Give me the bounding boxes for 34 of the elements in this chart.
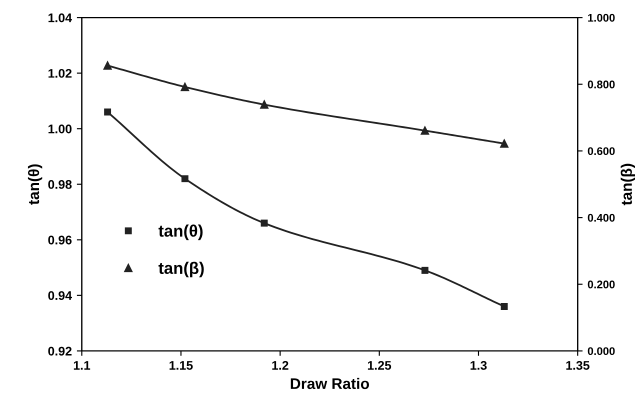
y-tick-label: 0.92 [48,346,72,356]
point [421,266,428,274]
y2-tick-label: 1.000 [588,14,615,22]
point [260,100,268,109]
legend-label: tan(β) [158,262,204,278]
x-axis-title: Draw Ratio [290,378,370,390]
point [181,175,188,182]
y-axis-title: tan(θ) [28,164,42,205]
point [500,139,508,148]
x-tick-label: 1.3 [470,360,487,370]
point [500,303,508,310]
y2-tick-label: 0.400 [588,214,615,222]
y-tick-label: 0.94 [48,291,72,300]
point [180,82,190,92]
y-tick-label: 0.98 [48,180,72,189]
x-tick-label: 1.35 [566,360,590,370]
y2-tick-label: 0.800 [588,80,615,88]
x-tick-label: 1.2 [272,360,288,370]
y-tick-label: 0.96 [48,236,72,244]
legend-label: tan(θ) [158,224,203,240]
point [103,61,112,70]
x-tick-label: 1.25 [368,360,392,370]
x-tick-label: 1.1 [74,361,90,370]
y2-axis-title: tan(β) [620,164,635,206]
point [420,126,430,135]
y-tick-label: 1.00 [48,124,72,134]
y2-tick-label: 0.000 [588,347,615,356]
y2-tick-label: 0.600 [588,147,615,156]
point [260,220,268,227]
y2-tick-label: 0.200 [588,280,615,288]
x-tick-label: 1.15 [170,361,193,370]
y-tick-label: 1.04 [48,13,72,22]
y-tick-label: 1.02 [48,68,72,78]
point [104,108,112,116]
